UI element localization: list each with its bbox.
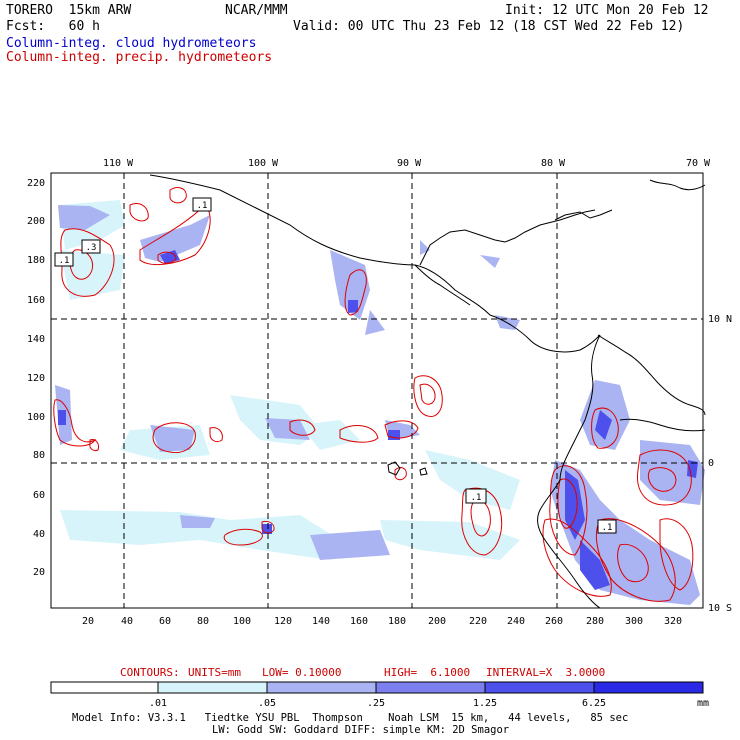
y-tick: 180 [27,255,45,266]
x-tick: 300 [625,616,643,627]
y-tick: 40 [33,529,45,540]
model-info-line2: LW: Godd SW: Goddard DIFF: simple KM: 2D… [212,724,510,736]
x-tick: 200 [428,616,446,627]
colorbar-unit: mm [697,698,709,709]
colorbar-bin [375,681,486,694]
colorbar-bin [157,681,268,694]
lon-label-90w: 90 W [397,158,422,169]
y-tick: 220 [27,178,45,189]
y-tick: 160 [27,295,45,306]
contour-value-labels: .1 .1 .3 .1 .1 [54,197,617,534]
x-tick: 140 [312,616,330,627]
field-precip-label: Column-integ. precip. hydrometeors [6,50,273,65]
colorbar-label: .01 [149,698,167,709]
colorbar-label: 1.25 [473,698,497,709]
init-time: Init: 12 UTC Mon 20 Feb 12 [505,3,709,18]
colorbar-bin [50,681,159,694]
x-tick: 80 [197,616,209,627]
x-tick: 260 [545,616,563,627]
lat-label-10s: 10 S [708,603,732,614]
x-tick: 40 [121,616,133,627]
y-tick: 20 [33,567,45,578]
colorbar-label: .25 [367,698,385,709]
colorbar-label: .05 [258,698,276,709]
x-tick: 20 [82,616,94,627]
contour-label: .1 [59,256,70,266]
x-tick: 320 [664,616,682,627]
colorbar [50,681,704,694]
lon-label-110w: 110 W [103,158,134,169]
cloud-fill-dark [58,250,698,590]
lat-label-0: 0 [708,458,714,469]
lon-label-80w: 80 W [541,158,566,169]
x-tick: 180 [388,616,406,627]
y-tick: 60 [33,490,45,501]
cloud-fill-light [60,200,520,560]
x-tick: 100 [233,616,251,627]
lat-label-10n: 10 N [708,314,732,325]
x-tick: 160 [350,616,368,627]
model-info-line1: Model Info: V3.3.1 Tiedtke YSU PBL Thomp… [72,712,629,724]
latlon-grid [51,173,703,608]
colorbar-bin [593,681,704,694]
y-tick: 80 [33,450,45,461]
colorbar-bin [266,681,377,694]
valid-time: Valid: 00 UTC Thu 23 Feb 12 (18 CST Wed … [293,19,685,34]
x-tick: 60 [159,616,171,627]
x-tick: 220 [469,616,487,627]
contour-info-prefix: CONTOURS: [120,666,180,679]
contour-label: .1 [197,201,208,211]
model-title: TORERO 15km ARW [6,3,132,18]
organization: NCAR/MMM [225,3,288,18]
field-cloud-label: Column-integ. cloud hydrometeors [6,36,257,51]
y-tick: 100 [27,412,45,423]
contour-label: .1 [602,523,613,533]
lon-label-100w: 100 W [248,158,279,169]
y-axis: 20 40 60 80 100 120 140 160 180 200 220 [27,178,45,578]
forecast-hour: Fcst: 60 h [6,19,100,34]
contour-label: .3 [86,243,97,253]
contour-info-low: LOW= 0.10000 [262,666,342,679]
map-frame [50,172,704,609]
contour-info-high: HIGH= 6.1000 [384,666,471,679]
cloud-fill-medium [55,205,705,605]
contour-info-units: UNITS=mm [188,666,241,679]
x-tick: 280 [586,616,604,627]
x-tick: 120 [274,616,292,627]
lon-label-70w: 70 W [686,158,711,169]
x-axis: 20 40 60 80 100 120 140 160 180 200 220 … [82,616,682,627]
x-tick: 240 [507,616,525,627]
y-tick: 120 [27,373,45,384]
colorbar-bin [484,681,595,694]
y-tick: 200 [27,216,45,227]
coastlines [149,174,706,609]
colorbar-label: 6.25 [582,698,606,709]
y-tick: 140 [27,334,45,345]
contour-label: .1 [471,493,482,503]
contour-info-interval: INTERVAL=X 3.0000 [486,666,606,679]
